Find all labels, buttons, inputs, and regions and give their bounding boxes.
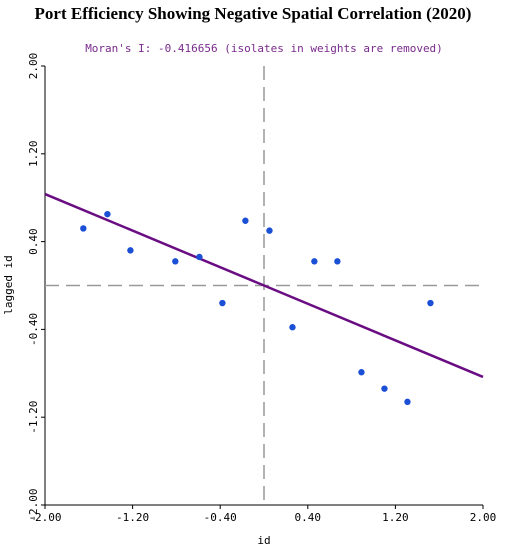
y-tick-label: -0.40: [27, 313, 40, 346]
data-point: [358, 369, 365, 376]
x-tick-label: 2.00: [470, 511, 497, 524]
y-tick-label: -2.00: [27, 488, 40, 521]
chart-subtitle: Moran's I: -0.416656 (isolates in weight…: [85, 42, 443, 55]
y-axis-label: lagged id: [2, 255, 15, 315]
regression-line: [44, 192, 484, 379]
data-point: [127, 247, 134, 254]
data-point: [311, 258, 318, 265]
data-point: [266, 227, 273, 234]
y-tick-label: 0.40: [27, 228, 40, 255]
data-point: [219, 299, 226, 307]
data-points: [80, 210, 434, 406]
x-axis-label: id: [257, 534, 270, 547]
data-point: [196, 253, 203, 261]
tick-labels: -2.00 -1.20 -0.40 0.40 1.20 2.00 -2.00 -1.20 -0.…: [27, 53, 496, 524]
chart-title: Port Efficiency Showing Negative Spatial…: [34, 4, 472, 23]
data-point: [381, 385, 388, 392]
x-tick-label: -0.40: [204, 511, 237, 524]
y-tick-label: -1.20: [27, 401, 40, 434]
data-point: [172, 258, 179, 265]
data-point: [80, 225, 87, 232]
x-tick-label: 0.40: [295, 511, 322, 524]
data-point: [404, 398, 411, 406]
x-tick-label: 1.20: [382, 511, 409, 524]
data-point: [334, 258, 341, 265]
data-point: [104, 210, 111, 218]
x-tick-label: -1.20: [116, 511, 149, 524]
x-tick-label: -2.00: [28, 511, 61, 524]
data-point: [427, 299, 434, 307]
regression-line-group: [44, 192, 484, 379]
y-tick-label: 1.20: [27, 141, 40, 168]
data-point: [289, 324, 296, 331]
y-tick-label: 2.00: [27, 53, 40, 80]
data-point: [242, 217, 249, 224]
